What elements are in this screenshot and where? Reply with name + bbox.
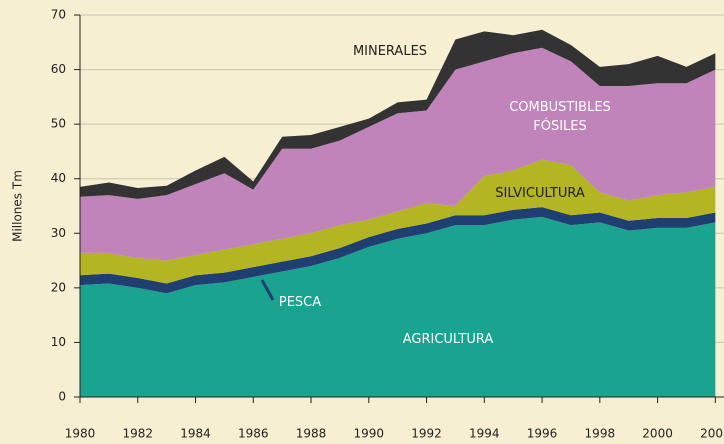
- x-tick-label: 1982: [122, 427, 153, 441]
- series-label: MINERALES: [352, 44, 428, 59]
- y-tick-label: 0: [58, 390, 66, 404]
- y-tick-label: 70: [51, 8, 66, 22]
- area: [80, 216, 716, 397]
- y-tick-label: 60: [51, 62, 66, 76]
- x-tick-label: 1992: [411, 427, 442, 441]
- y-tick-label: 20: [51, 280, 66, 294]
- x-tick-label: 1986: [238, 427, 269, 441]
- area: [80, 159, 716, 284]
- x-tick-label: 2002: [700, 427, 724, 441]
- series-label: COMBUSTIBLES FÓSILES: [509, 100, 611, 134]
- x-tick-label: 1990: [354, 427, 385, 441]
- x-tick-label: 2000: [642, 427, 673, 441]
- y-tick-label: 40: [51, 171, 66, 185]
- series-label: AGRICULTURA: [402, 332, 494, 347]
- x-tick-label: 1984: [180, 427, 211, 441]
- x-tick-label: 1988: [296, 427, 327, 441]
- area: [80, 47, 716, 261]
- x-tick-label: 1998: [585, 427, 616, 441]
- series-label: PESCA: [278, 295, 322, 310]
- x-tick-label: 1980: [65, 427, 96, 441]
- area: [80, 207, 716, 294]
- y-axis-label: Millones Tm: [11, 170, 25, 242]
- series-label: SILVICULTURA: [495, 186, 585, 201]
- pesca-leader: [260, 279, 275, 301]
- y-tick-label: 50: [51, 117, 66, 131]
- y-tick-label: 30: [51, 226, 66, 240]
- x-tick-label: 1996: [527, 427, 558, 441]
- y-tick-label: 10: [51, 335, 66, 349]
- x-tick-label: 1994: [469, 427, 500, 441]
